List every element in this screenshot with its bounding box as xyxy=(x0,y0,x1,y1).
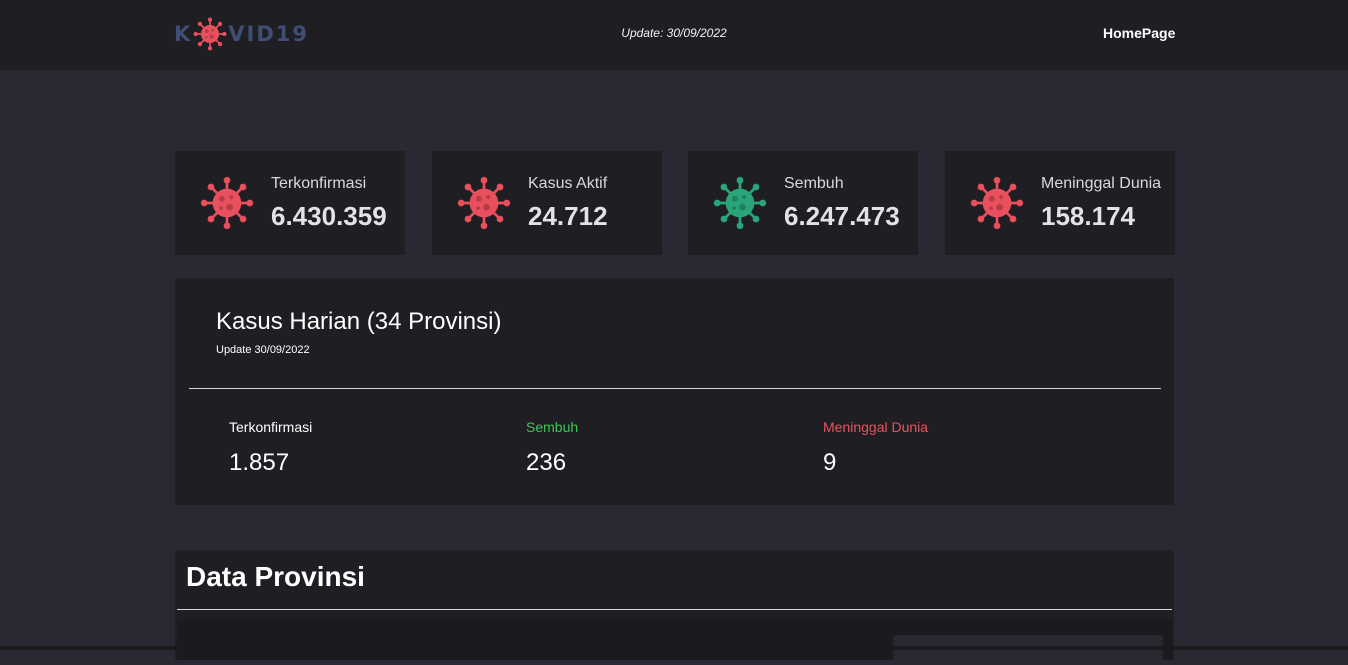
daily-value: 1.857 xyxy=(229,449,290,476)
stat-value: 158.174 xyxy=(1041,201,1135,231)
virus-icon xyxy=(970,176,1024,230)
daily-value: 236 xyxy=(526,449,567,476)
daily-cases-title: Kasus Harian (34 Provinsi) xyxy=(216,308,502,335)
daily-recovered: Sembuh 236 xyxy=(526,419,578,477)
stat-label: Sembuh xyxy=(784,175,844,192)
stat-value: 6.247.473 xyxy=(784,201,900,231)
stat-card-confirmed: Terkonfirmasi 6.430.359 xyxy=(175,151,405,255)
stat-card-active: Kasus Aktif 24.712 xyxy=(432,151,662,255)
daily-confirmed: Terkonfirmasi 1.857 xyxy=(229,419,312,477)
daily-cases-update: Update 30/09/2022 xyxy=(216,344,310,356)
province-data-panel: Data Provinsi xyxy=(175,550,1174,665)
horizontal-scrollbar[interactable] xyxy=(0,646,1348,650)
stat-card-recovered: Sembuh 6.247.473 xyxy=(688,151,918,255)
daily-label: Meninggal Dunia xyxy=(823,419,929,435)
divider xyxy=(189,388,1161,389)
site-logo[interactable]: K VID19 xyxy=(174,17,309,51)
virus-icon xyxy=(200,176,254,230)
daily-deaths: Meninggal Dunia 9 xyxy=(823,419,928,477)
stat-label: Meninggal Dunia xyxy=(1041,175,1162,192)
update-date: Update: 30/09/2022 xyxy=(621,26,727,40)
table-search-input[interactable] xyxy=(893,635,1163,665)
divider xyxy=(177,609,1172,610)
logo-text-left: K xyxy=(174,22,193,46)
stat-card-deaths: Meninggal Dunia 158.174 xyxy=(945,151,1175,255)
nav-homepage-link[interactable]: HomePage xyxy=(1103,25,1176,41)
top-navbar: K VID19 Update: 30/09/2022 HomePage xyxy=(0,0,1348,70)
virus-icon xyxy=(457,176,511,230)
daily-label: Sembuh xyxy=(526,419,579,435)
stat-value: 24.712 xyxy=(528,201,608,231)
daily-value: 9 xyxy=(823,449,837,476)
virus-icon xyxy=(713,176,767,230)
daily-cases-panel: Kasus Harian (34 Provinsi) Update 30/09/… xyxy=(175,278,1174,505)
daily-label: Terkonfirmasi xyxy=(229,419,313,435)
logo-text-right: VID19 xyxy=(228,22,310,46)
stat-label: Kasus Aktif xyxy=(528,175,608,192)
province-data-title: Data Provinsi xyxy=(186,561,365,592)
stat-label: Terkonfirmasi xyxy=(271,175,367,192)
stat-value: 6.430.359 xyxy=(271,201,387,231)
